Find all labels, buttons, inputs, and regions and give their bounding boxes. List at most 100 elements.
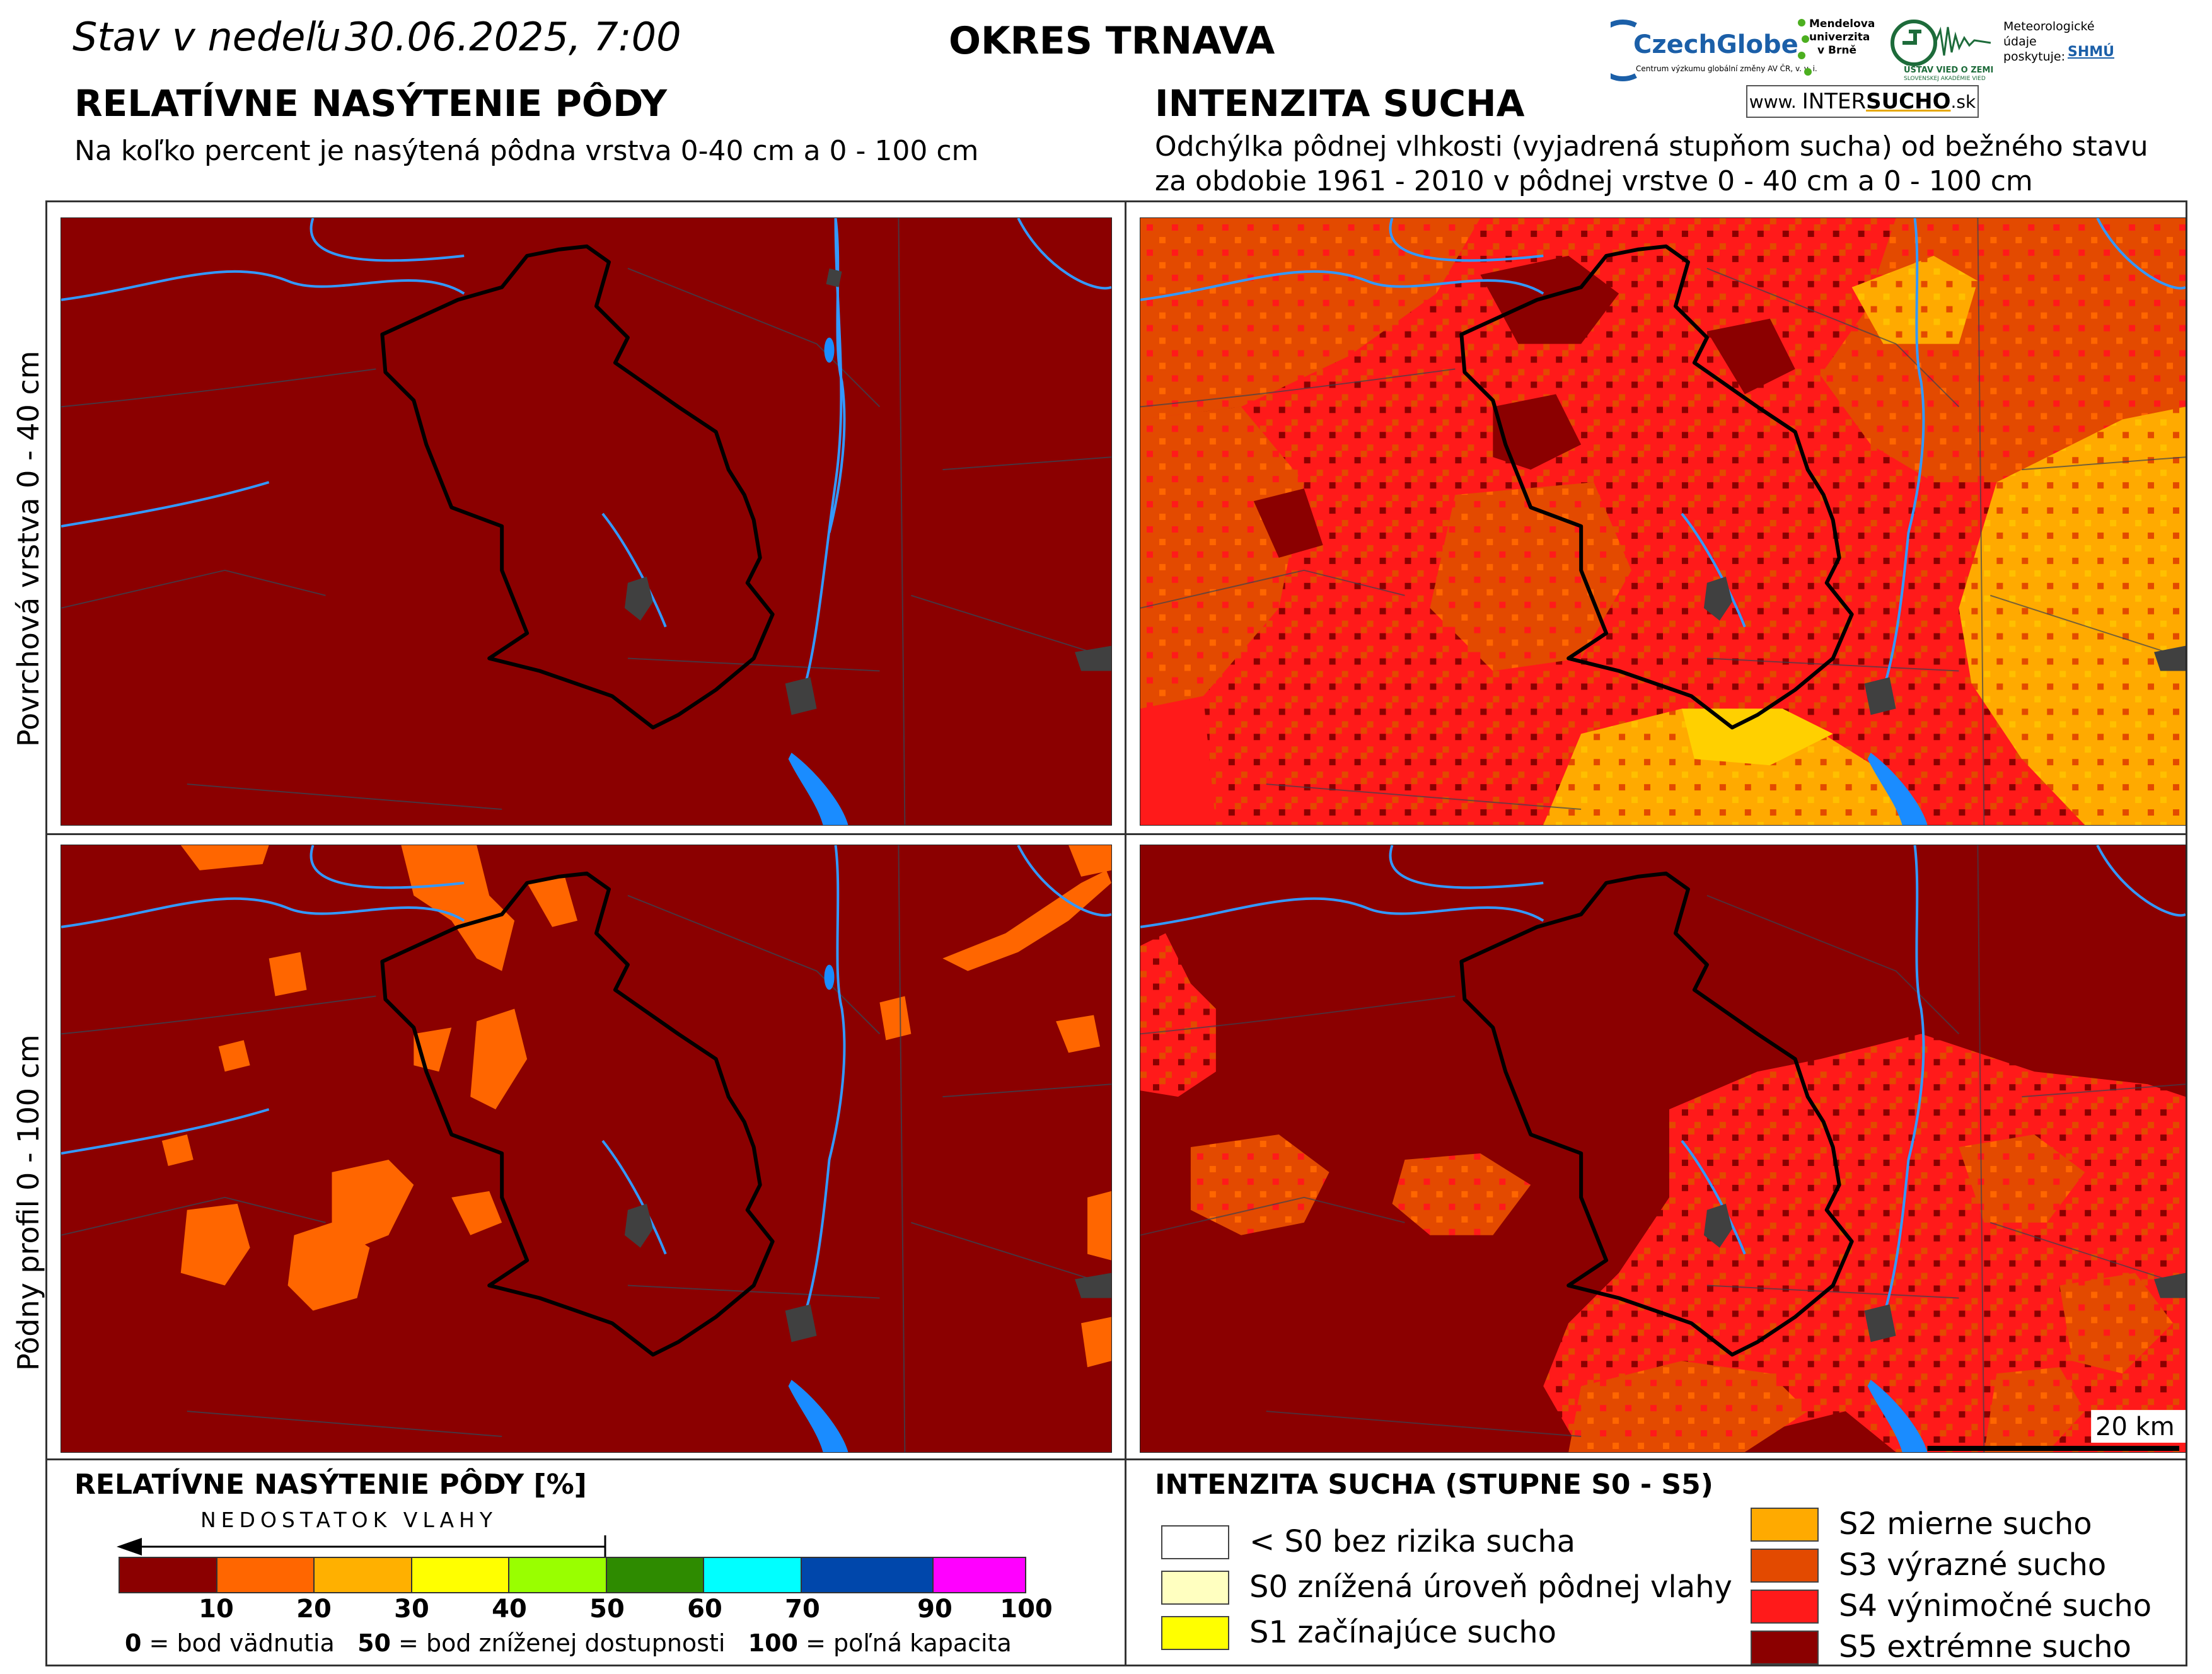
drought-swatch-1 — [1161, 1571, 1229, 1605]
map-drought-0-40-svg — [1140, 218, 2186, 825]
row-label-top: Povrchová vrstva 0 - 40 cm — [11, 350, 45, 747]
region-s2 — [1851, 255, 1978, 344]
meteo-text: Meteorologické údaje poskytuje: — [1998, 19, 2095, 64]
town — [1075, 645, 1111, 671]
intersucho-link[interactable]: www. INTER SUCHO .sk — [1746, 85, 1979, 118]
saturation-subtitle: Na koľko percent je nasýtená pôdna vrstv… — [74, 135, 979, 167]
drought-label-5: S4 výnimočné sucho — [1839, 1588, 2152, 1624]
map-saturation-0-40-svg — [61, 218, 1111, 825]
drought-swatch-0 — [1161, 1525, 1229, 1559]
colorbar-cell-1 — [217, 1558, 315, 1592]
region-s3 — [1959, 1134, 2085, 1223]
admin-boundaries — [61, 218, 1111, 825]
maps-frame — [45, 200, 2187, 1666]
left-arrow-icon — [117, 1535, 606, 1558]
drought-swatch-6 — [1751, 1631, 1819, 1665]
scale-bar-label: 20 km — [2095, 1412, 2175, 1441]
colorbar-cell-7 — [801, 1558, 934, 1592]
colorbar-cell-0 — [120, 1558, 217, 1592]
rivers — [1140, 218, 2186, 710]
czechglobe-text: CzechGlobe — [1633, 30, 1798, 59]
seismograph-icon — [1891, 20, 1991, 66]
colorbar-tick-90: 90 — [917, 1595, 953, 1624]
mendel-line-3: v Brně — [1817, 44, 1856, 57]
map-drought-0-100-svg — [1140, 845, 2186, 1452]
town-trnava — [624, 576, 653, 621]
meteo-line-3: poskytuje: — [2003, 50, 2066, 64]
saturation-title: RELATÍVNE NASÝTENIE PÔDY — [74, 82, 668, 125]
okres-trnava-boundary — [1459, 244, 1854, 730]
water-reservoir — [788, 1380, 848, 1452]
saturation-colorbar — [119, 1557, 1026, 1593]
saturation-10-20-patches — [161, 845, 1111, 1368]
saturation-legend-title: RELATÍVNE NASÝTENIE PÔDY [%] — [74, 1469, 587, 1501]
intersucho-suffix: .sk — [1950, 91, 1976, 112]
town-trnava — [1703, 576, 1732, 621]
map-saturation-0-100[interactable] — [61, 845, 1112, 1453]
water-reservoir — [788, 753, 848, 825]
map-drought-0-100[interactable]: 20 km — [1140, 845, 2186, 1453]
uvz-subtext: SLOVENSKEJ AKADÉMIE VIED — [1904, 76, 1986, 82]
region-s4 — [1140, 696, 1216, 825]
colorbar-tick-20: 20 — [296, 1595, 332, 1624]
mendel-dots-icon — [1798, 19, 1812, 76]
row-label-bottom: Pôdny profil 0 - 100 cm — [11, 1034, 45, 1371]
okres-trnava-boundary — [1459, 871, 1854, 1357]
czechglobe-ring-icon — [1611, 20, 1637, 81]
drought-swatch-3 — [1751, 1508, 1819, 1542]
town — [1075, 1273, 1111, 1298]
footnote-text-100: = poľná kapacita — [798, 1629, 1012, 1657]
region-s3 — [1568, 1361, 1808, 1452]
admin-boundaries — [1140, 845, 2186, 1452]
drought-subtitle-1: Odchýlka pôdnej vlhkosti (vyjadrená stup… — [1155, 130, 2148, 163]
mendel-logo: Mendelova univerzita v Brně — [1795, 14, 1875, 83]
colorbar-cell-5 — [606, 1558, 705, 1592]
vertical-divider — [1125, 200, 1126, 1666]
drought-legend: < S0 bez rizika sucha S0 znížená úroveň p… — [1161, 1506, 2170, 1665]
region-s4 — [1140, 933, 1216, 1097]
drought-label-3: S2 mierne sucho — [1839, 1506, 2092, 1542]
mendel-line-2: univerzita — [1809, 31, 1870, 43]
colorbar-tick-100: 100 — [1000, 1595, 1053, 1624]
czechglobe-logo: CzechGlobe Centrum výzkumu globální změn… — [1611, 13, 1817, 85]
water-body — [824, 337, 835, 363]
region-s3 — [1190, 1134, 1329, 1235]
colorbar-cell-3 — [412, 1558, 510, 1592]
czechglobe-subtext: Centrum výzkumu globální změny AV ČR, v.… — [1636, 64, 1817, 73]
date-heading: Stav v nedeľu30.06.2025, 7:00 — [72, 14, 681, 60]
colorbar-cell-6 — [704, 1558, 802, 1592]
map-background — [61, 845, 1111, 1452]
footnote-value-0: 0 — [125, 1629, 142, 1657]
town-trnava — [624, 1203, 653, 1248]
meteo-line-1: Meteorologické — [2003, 20, 2095, 33]
region-s3 — [2059, 1273, 2174, 1374]
town — [785, 677, 817, 715]
town — [2154, 645, 2186, 671]
rivers — [61, 218, 1111, 710]
scale-bar — [1927, 1446, 2180, 1452]
drought-title: INTENZITA SUCHA — [1155, 82, 1525, 125]
town — [785, 1304, 817, 1342]
drought-label-4: S3 výrazné sucho — [1839, 1547, 2107, 1583]
row-divider — [45, 833, 2187, 835]
region-s5 — [1706, 318, 1795, 395]
map-drought-0-40[interactable] — [1140, 217, 2186, 826]
map-saturation-0-40[interactable] — [61, 217, 1112, 826]
legend-divider — [45, 1458, 2187, 1460]
town — [2154, 1273, 2186, 1298]
water-reservoir — [1867, 1380, 1928, 1452]
town — [1864, 1304, 1896, 1342]
mendel-text: Mendelova univerzita v Brně — [1809, 18, 1875, 57]
footnote-text-0: = bod vädnutia — [141, 1629, 335, 1657]
drought-swatch-2 — [1161, 1616, 1229, 1650]
region-s2 — [1543, 708, 1921, 825]
date-value: 30.06.2025, 7:00 — [344, 14, 681, 60]
admin-boundaries — [1140, 218, 2186, 825]
colorbar-tick-10: 10 — [199, 1595, 234, 1624]
date-prefix: Stav v nedeľu — [72, 14, 341, 60]
drought-legend-title: INTENZITA SUCHA (STUPNE S0 - S5) — [1155, 1469, 1713, 1501]
saturation-colorbar-ticks: 10 20 30 40 50 60 70 90 100 — [119, 1595, 1053, 1626]
map-saturation-0-100-svg — [61, 845, 1111, 1452]
colorbar-tick-50: 50 — [589, 1595, 625, 1624]
colorbar-tick-60: 60 — [687, 1595, 722, 1624]
